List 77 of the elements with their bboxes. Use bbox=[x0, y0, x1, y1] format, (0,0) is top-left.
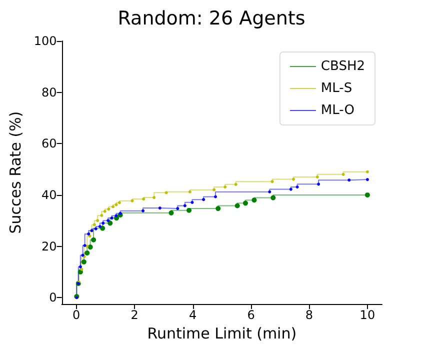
point bbox=[88, 244, 93, 250]
y-tick-label: 20 bbox=[42, 239, 57, 254]
x-tick-label: 6 bbox=[247, 308, 255, 322]
point bbox=[212, 188, 216, 192]
point bbox=[296, 186, 299, 188]
x-tick-label: 8 bbox=[305, 308, 314, 322]
x-tick-label: 4 bbox=[188, 308, 197, 322]
y-tick-label: 0 bbox=[49, 290, 57, 305]
point bbox=[118, 212, 122, 215]
point bbox=[103, 210, 106, 213]
point bbox=[270, 195, 276, 200]
point bbox=[190, 200, 194, 204]
y-tick-label: 40 bbox=[42, 188, 57, 202]
legend-label: ML-O bbox=[320, 103, 354, 118]
y-tick-label: 80 bbox=[42, 85, 57, 100]
point bbox=[234, 182, 238, 186]
point bbox=[176, 207, 180, 210]
point bbox=[216, 206, 221, 212]
legend-label: CBSH2 bbox=[320, 59, 366, 74]
point bbox=[114, 214, 118, 218]
point bbox=[270, 180, 274, 184]
point bbox=[106, 219, 110, 222]
point bbox=[214, 195, 217, 198]
point bbox=[316, 175, 319, 178]
point bbox=[224, 186, 227, 188]
point bbox=[92, 223, 96, 226]
point bbox=[342, 172, 345, 176]
point bbox=[80, 268, 84, 271]
x-tick-label: 2 bbox=[130, 308, 138, 322]
point bbox=[168, 210, 174, 216]
point bbox=[98, 225, 102, 228]
point bbox=[366, 178, 369, 182]
point bbox=[186, 208, 192, 213]
legend-label: ML-S bbox=[320, 81, 352, 96]
point bbox=[317, 182, 320, 186]
point bbox=[83, 244, 86, 247]
point bbox=[252, 198, 257, 203]
point bbox=[78, 265, 82, 268]
point bbox=[164, 191, 168, 194]
point bbox=[348, 178, 351, 182]
y-axis-title: Succes Rate (%) bbox=[6, 111, 24, 234]
point bbox=[81, 259, 86, 264]
point bbox=[96, 219, 100, 222]
point bbox=[110, 216, 114, 220]
point bbox=[87, 232, 90, 236]
y-tick-label: 60 bbox=[42, 136, 57, 151]
point bbox=[100, 214, 104, 217]
point bbox=[188, 190, 192, 194]
point bbox=[91, 237, 96, 242]
point bbox=[152, 196, 156, 200]
point bbox=[268, 190, 272, 194]
x-tick-label: 0 bbox=[72, 308, 80, 322]
point bbox=[142, 198, 146, 201]
point bbox=[142, 209, 145, 212]
point bbox=[100, 226, 106, 231]
x-tick-label: 10 bbox=[360, 308, 376, 322]
point bbox=[130, 199, 134, 202]
point bbox=[364, 192, 370, 198]
point bbox=[108, 220, 113, 226]
point bbox=[107, 208, 110, 211]
y-tick-label: 100 bbox=[34, 34, 57, 48]
point bbox=[183, 204, 186, 208]
chart-title: Random: 26 Agents bbox=[118, 8, 306, 30]
point bbox=[114, 203, 118, 206]
point bbox=[94, 227, 98, 230]
point bbox=[84, 250, 90, 256]
x-axis-title: Runtime Limit (min) bbox=[147, 324, 297, 342]
point bbox=[102, 222, 105, 225]
point bbox=[202, 198, 206, 202]
point bbox=[112, 205, 115, 208]
point bbox=[366, 170, 369, 174]
point bbox=[118, 201, 121, 204]
point bbox=[234, 203, 240, 208]
point bbox=[242, 200, 248, 206]
point bbox=[289, 188, 292, 191]
point bbox=[292, 178, 296, 181]
point bbox=[158, 206, 162, 210]
